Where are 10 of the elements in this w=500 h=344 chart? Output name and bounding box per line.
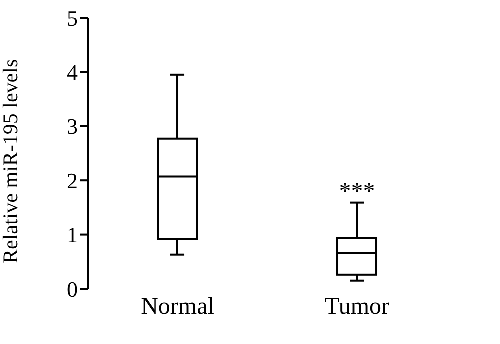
y-tick-label: 3: [67, 114, 78, 140]
y-tick-label: 5: [67, 6, 78, 31]
y-tick-label: 1: [67, 222, 78, 248]
y-tick-label: 2: [67, 168, 78, 194]
y-tick-label: 4: [67, 60, 78, 86]
annotation: ***: [339, 178, 376, 205]
x-tick-label: Normal: [141, 294, 215, 320]
y-axis-title: Relative miR-195 levels: [0, 59, 22, 264]
y-tick-label: 0: [67, 276, 78, 302]
x-tick-label: Tumor: [325, 294, 390, 320]
